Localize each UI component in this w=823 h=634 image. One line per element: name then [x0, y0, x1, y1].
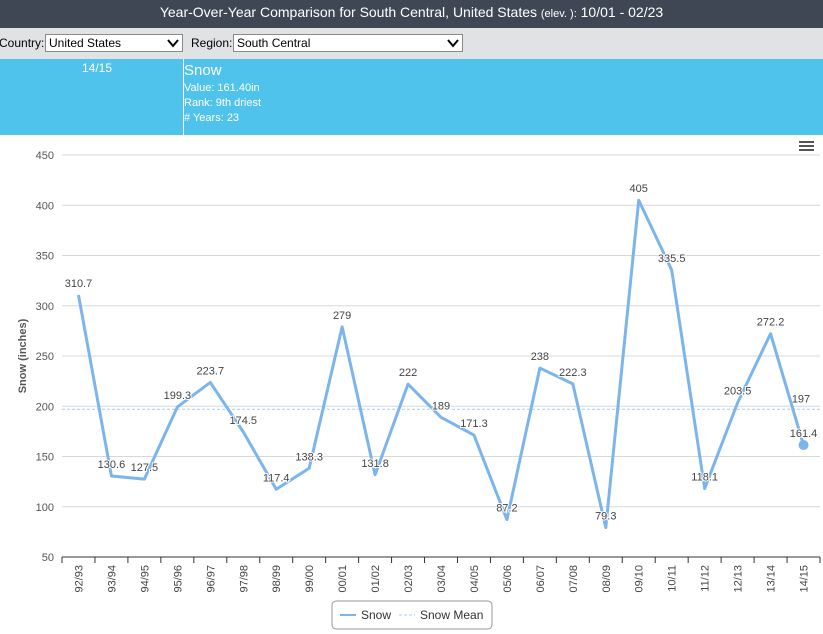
- snow-data-label: 405: [630, 183, 648, 195]
- snow-data-label: 222.3: [559, 367, 587, 379]
- chevron-down-icon: [447, 39, 459, 48]
- x-tick-label: 98/99: [271, 565, 283, 593]
- x-tick-label: 08/09: [601, 565, 613, 593]
- info-title: Snow: [184, 62, 222, 79]
- y-tick-label: 450: [36, 150, 54, 162]
- snow-data-label: 79.3: [595, 511, 616, 523]
- y-tick-label: 200: [36, 401, 54, 413]
- y-axis-title: Snow (inches): [17, 318, 29, 393]
- x-tick-label: 92/93: [73, 565, 85, 593]
- snow-data-label: 118.1: [691, 472, 718, 484]
- snow-data-label: 174.5: [229, 415, 257, 427]
- snow-data-label: 117.4: [263, 472, 290, 484]
- snow-data-label: 238: [531, 351, 549, 363]
- x-tick-label: 04/05: [469, 565, 481, 593]
- x-tick-label: 11/12: [700, 565, 712, 592]
- snow-data-label: 138.3: [295, 451, 323, 463]
- y-tick-label: 400: [36, 200, 54, 212]
- info-rank: Rank: 9th driest: [184, 97, 262, 109]
- x-tick-label: 01/02: [370, 565, 382, 593]
- snow-data-label: 335.5: [658, 253, 686, 265]
- snow-mean-label: 197: [792, 393, 810, 405]
- snow-data-label: 279: [333, 310, 351, 322]
- snow-data-label: 171.3: [460, 418, 488, 430]
- legend-mean-label: Snow Mean: [420, 608, 483, 622]
- snow-data-label: 272.2: [757, 317, 785, 329]
- info-years: # Years: 23: [184, 112, 240, 124]
- x-tick-label: 97/98: [238, 565, 250, 593]
- snow-highlight-point: [798, 440, 809, 451]
- snow-series-line: [77, 198, 805, 530]
- x-tick-label: 13/14: [766, 565, 778, 593]
- info-value: Value: 161.40in: [184, 82, 260, 94]
- title-elevation: (elev. ):: [540, 8, 577, 20]
- title-date-range: 10/01 - 02/23: [580, 4, 664, 20]
- snow-data-label: 127.5: [131, 462, 159, 474]
- x-tick-label: 94/95: [139, 565, 151, 593]
- selection-info-panel: 14/15 Snow Value: 161.40in Rank: 9th dri…: [0, 59, 823, 135]
- region-label: Region:: [191, 36, 233, 50]
- x-tick-label: 96/97: [205, 565, 217, 593]
- x-tick-label: 06/07: [535, 565, 547, 593]
- snow-data-label: 223.7: [197, 365, 225, 377]
- x-tick-label: 07/08: [568, 565, 580, 593]
- y-tick-label: 100: [36, 502, 54, 514]
- snow-data-label: 130.6: [98, 459, 126, 471]
- x-tick-label: 14/15: [799, 565, 811, 593]
- selected-season: 14/15: [82, 61, 113, 75]
- x-tick-label: 95/96: [172, 565, 184, 593]
- x-tick-label: 99/00: [304, 565, 316, 593]
- x-tick-label: 10/11: [667, 565, 679, 592]
- snow-line-chart: 50 100 150 200 250 300 350 400 450 92/93 93/94 94/9…: [17, 141, 821, 630]
- chart-menu-icon[interactable]: [799, 141, 814, 151]
- snow-data-label: 310.7: [65, 278, 93, 290]
- x-tick-label: 02/03: [403, 565, 415, 593]
- region-select[interactable]: South Central: [233, 34, 463, 52]
- snow-data-label: 131.8: [361, 458, 389, 470]
- x-tick-label: 00/01: [337, 565, 349, 593]
- y-tick-label: 50: [42, 552, 54, 564]
- title-bar: Year-Over-Year Comparison for South Cent…: [0, 0, 823, 28]
- legend-snow-label: Snow: [361, 608, 391, 622]
- country-select[interactable]: United States: [45, 34, 183, 52]
- y-tick-label: 250: [36, 351, 54, 363]
- y-tick-label: 150: [36, 452, 54, 464]
- country-select-value: United States: [49, 36, 122, 50]
- x-tick-label: 09/10: [634, 565, 646, 593]
- x-tick-label: 12/13: [733, 565, 745, 593]
- x-tick-label: 05/06: [502, 565, 514, 593]
- region-select-value: South Central: [237, 36, 311, 50]
- snow-data-label: 161.4: [790, 428, 818, 440]
- x-tick-label: 93/94: [106, 565, 118, 593]
- info-divider: [183, 59, 184, 135]
- snow-data-label: 199.3: [164, 390, 192, 402]
- y-tick-label: 300: [36, 301, 54, 313]
- y-tick-label: 350: [36, 251, 54, 263]
- chevron-down-icon: [167, 39, 179, 48]
- snow-data-label: 189: [432, 400, 450, 412]
- filter-bar: Country: United States Region: South Cen…: [0, 28, 823, 59]
- x-tick-label: 03/04: [436, 565, 448, 593]
- snow-data-label: 87.2: [496, 503, 517, 515]
- snow-data-label: 222: [399, 367, 417, 379]
- snow-data-label: 203.5: [724, 386, 752, 398]
- country-label: Country:: [0, 36, 45, 50]
- title-main: Year-Over-Year Comparison for South Cent…: [159, 4, 537, 20]
